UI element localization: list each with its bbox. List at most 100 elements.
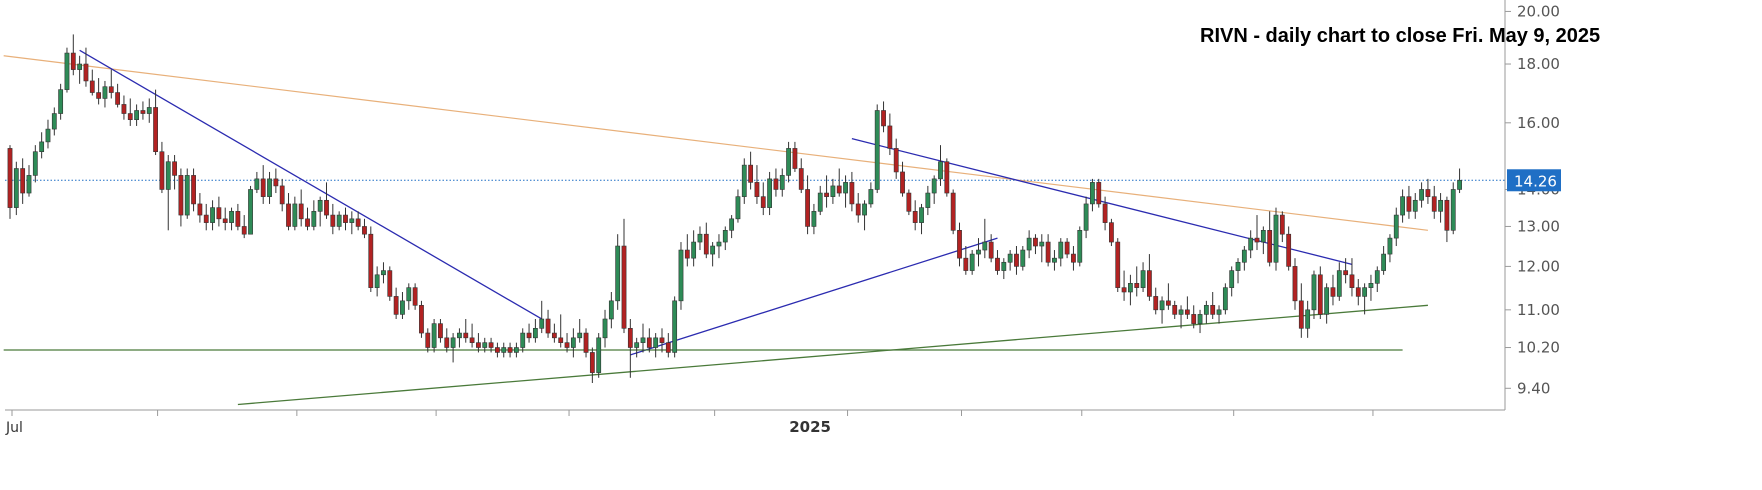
candle (184, 168, 190, 219)
candle (482, 337, 488, 353)
candle (191, 168, 196, 212)
candle (26, 165, 32, 197)
candle (1222, 283, 1228, 315)
candle (577, 318, 583, 343)
candle (836, 168, 842, 197)
trendline-long-resistance (3, 55, 1428, 231)
candle (551, 323, 557, 343)
candle-body (1191, 314, 1197, 324)
candle-body (1406, 196, 1412, 212)
candle (659, 328, 665, 353)
candle (20, 158, 26, 204)
candle-body (1172, 305, 1178, 315)
candle-body (697, 233, 703, 243)
candle (197, 193, 203, 223)
candle (1083, 196, 1089, 239)
candle-body (862, 203, 867, 216)
candle (1128, 274, 1133, 306)
candle-body (1128, 283, 1133, 293)
candle (1457, 168, 1462, 194)
candle (697, 226, 703, 251)
candle (51, 107, 57, 136)
candle (665, 333, 671, 358)
candle-body (1387, 237, 1393, 255)
candle-body (931, 178, 937, 194)
candle (146, 98, 152, 123)
candle-body (938, 161, 943, 180)
candle (1324, 283, 1330, 324)
candle (1286, 226, 1292, 271)
candle-body (843, 182, 848, 194)
candle (286, 193, 291, 231)
candle (1203, 300, 1209, 324)
candle (849, 171, 855, 212)
candle (1355, 279, 1361, 306)
candle-body (621, 245, 627, 329)
candle (1191, 305, 1197, 329)
candle (1140, 262, 1146, 293)
candle (1121, 270, 1127, 301)
candle (754, 165, 760, 204)
candle-body (798, 168, 804, 190)
candle (1393, 207, 1399, 247)
candle-body (1229, 270, 1235, 288)
candle-body (70, 52, 76, 70)
candle (1172, 300, 1178, 319)
candle-body (1090, 182, 1095, 205)
candle-body (919, 207, 924, 223)
candle (741, 158, 747, 204)
candle-body (191, 175, 196, 205)
candle (957, 222, 962, 267)
candle (406, 283, 412, 310)
candle (210, 200, 215, 231)
candle-body (1374, 270, 1380, 284)
candle (64, 47, 70, 93)
candle (843, 175, 848, 208)
candle (912, 200, 918, 231)
candle (817, 185, 823, 216)
candle-body (1248, 237, 1254, 251)
candle-body (1298, 300, 1304, 329)
candle (710, 242, 716, 267)
candle-body (178, 175, 184, 216)
candle (805, 175, 810, 235)
candle (608, 292, 614, 329)
candle-body (431, 323, 437, 348)
candle (1071, 246, 1076, 271)
candle-body (343, 214, 348, 223)
candle-body (298, 203, 304, 220)
x-tick-label: 2025 (789, 418, 831, 436)
candle (153, 89, 158, 156)
candle (13, 161, 19, 216)
candle-body (58, 89, 64, 114)
trendline-long-support (237, 304, 1428, 406)
candle (324, 182, 329, 219)
candle (602, 309, 608, 348)
candle (172, 155, 177, 190)
candle (1330, 274, 1336, 306)
candle-body (1102, 203, 1108, 223)
candle-body (400, 300, 405, 315)
candle (716, 234, 722, 259)
candle-body (703, 233, 709, 255)
candle (558, 314, 564, 348)
candle (165, 155, 171, 231)
candle-body (988, 241, 994, 259)
candle-body (1349, 274, 1355, 288)
candle (400, 292, 405, 319)
candle (640, 323, 646, 353)
candle (108, 69, 114, 99)
candle (634, 337, 640, 358)
candle (627, 318, 633, 378)
candle (653, 333, 659, 358)
candle-body (1419, 189, 1424, 201)
candle (305, 207, 310, 231)
candle-body (1197, 314, 1203, 324)
candle (786, 141, 791, 183)
chart-title: RIVN - daily chart to close Fri. May 9, … (1200, 25, 1600, 47)
candle-body (1071, 253, 1076, 263)
candle (824, 175, 829, 208)
axes: 9.4010.2011.0012.0013.0014.0016.0018.002… (5, 0, 1561, 436)
candle (589, 347, 595, 384)
candle (1412, 193, 1418, 219)
